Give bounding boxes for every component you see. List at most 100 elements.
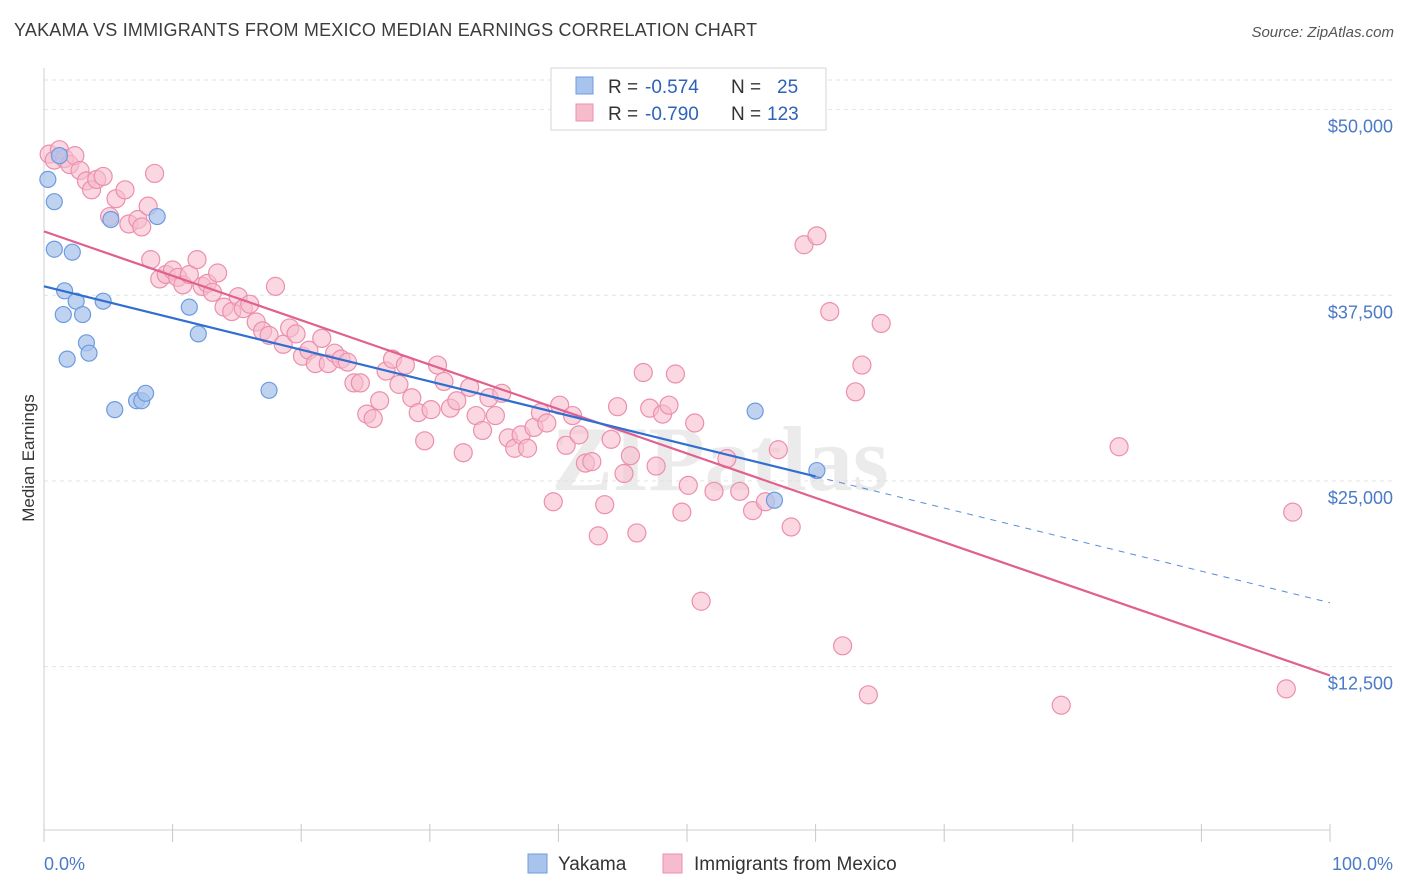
legend-swatch-yakama: [575, 76, 594, 95]
mexico-point-89: [588, 526, 608, 546]
mexico-point-86: [569, 425, 589, 445]
y-tick-label-3: $12,500: [1328, 674, 1393, 694]
yakama-point-6: [58, 350, 76, 368]
mexico-point-123: [1276, 679, 1296, 699]
yakama-point-20: [189, 325, 207, 343]
mexico-point-46: [312, 328, 332, 348]
mexico-point-35: [240, 294, 260, 314]
mexico-point-18: [144, 163, 165, 184]
yakama-points: [39, 147, 826, 509]
mexico-point-78: [517, 438, 538, 458]
yakama-point-9: [73, 305, 92, 324]
mexico-point-62: [415, 431, 435, 451]
mexico-point-105: [691, 591, 711, 611]
chart-source: Source: ZipAtlas.com: [1251, 24, 1394, 41]
series-legend: Yakama Immigrants from Mexico: [527, 853, 897, 875]
yakama-point-1: [45, 240, 63, 258]
chart-title: YAKAMA VS IMMIGRANTS FROM MEXICO MEDIAN …: [14, 20, 758, 40]
y-tick-label-1: $37,500: [1328, 302, 1393, 322]
mexico-point-101: [665, 364, 686, 384]
mexico-point-118: [852, 355, 872, 375]
series-legend-swatch-yakama: [527, 853, 548, 874]
yakama-point-0: [39, 170, 57, 189]
mexico-point-112: [781, 517, 801, 537]
y-tick-label-2: $25,000: [1328, 488, 1393, 508]
mexico-point-84: [556, 435, 576, 455]
mexico-point-52: [350, 373, 370, 393]
mexico-point-54: [363, 408, 383, 429]
mexico-point-106: [704, 481, 724, 501]
mexico-point-65: [434, 371, 454, 392]
yakama-point-2: [45, 193, 63, 211]
y-axis-label: Median Earnings: [19, 394, 38, 522]
yakama-point-22: [746, 402, 764, 420]
mexico-point-121: [1051, 695, 1071, 715]
yakama-point-17: [136, 384, 155, 402]
mexico-point-104: [685, 413, 705, 433]
legend-n-label-2: N =: [731, 104, 761, 125]
mexico-trend-line: [43, 230, 1331, 677]
grid-lines: [44, 79, 1392, 668]
mexico-point-111: [768, 440, 788, 460]
mexico-point-116: [833, 636, 853, 656]
legend-n-value-2: 123: [767, 104, 799, 125]
mexico-point-13: [115, 180, 135, 200]
mexico-point-114: [807, 226, 827, 246]
mexico-point-117: [845, 382, 866, 402]
mexico-point-93: [614, 463, 634, 484]
mexico-point-63: [421, 400, 441, 420]
legend-swatch-mexico: [575, 103, 594, 122]
mexico-point-88: [582, 452, 602, 472]
mexico-point-30: [208, 263, 228, 283]
yakama-point-11: [80, 344, 98, 362]
yakama-point-19: [180, 298, 198, 316]
mexico-point-92: [607, 397, 628, 417]
mexico-point-90: [595, 495, 615, 515]
x-tick-labels: 0.0% 100.0%: [43, 824, 1393, 874]
yakama-point-23: [765, 491, 784, 509]
mexico-point-67: [447, 391, 467, 411]
mexico-point-26: [187, 250, 207, 270]
mexico-point-94: [620, 446, 641, 466]
mexico-point-58: [389, 374, 409, 394]
mexico-point-120: [871, 313, 891, 334]
y-tick-label-0: $50,000: [1328, 117, 1393, 137]
legend-n-value-1: 25: [777, 77, 798, 98]
mexico-point-95: [627, 523, 647, 543]
mexico-point-100: [659, 395, 679, 415]
mexico-point-119: [858, 685, 878, 705]
mexico-point-55: [370, 391, 390, 411]
y-tick-labels: $50,000 $37,500 $25,000 $12,500: [1328, 117, 1393, 694]
yakama-point-4: [54, 305, 72, 324]
mexico-point-81: [537, 413, 557, 433]
correlation-legend: R = -0.574 N = 25 R = -0.790 N = 123: [550, 67, 827, 131]
legend-r-value-1: -0.574: [645, 77, 699, 98]
trend-lines: [43, 230, 1331, 677]
mexico-point-108: [730, 481, 750, 501]
series-legend-label-mexico: Immigrants from Mexico: [694, 854, 897, 875]
mexico-point-115: [820, 302, 840, 322]
mexico-point-98: [646, 456, 666, 476]
legend-r-value-2: -0.790: [645, 104, 699, 125]
mexico-point-73: [485, 405, 505, 426]
x-tick-label-1: 100.0%: [1332, 854, 1393, 874]
mexico-point-82: [543, 492, 563, 512]
mexico-point-42: [286, 324, 306, 344]
yakama-trend-line: [43, 285, 816, 478]
mexico-point-96: [633, 362, 653, 383]
x-tick-label-0: 0.0%: [44, 854, 85, 874]
yakama-point-7: [63, 243, 81, 261]
mexico-point-71: [472, 420, 493, 441]
mexico-point-39: [265, 276, 286, 296]
yakama-point-12: [102, 210, 120, 229]
mexico-point-124: [1283, 502, 1303, 522]
mexico-point-16: [132, 217, 152, 237]
legend-n-label-1: N =: [731, 77, 761, 98]
yakama-point-21: [260, 381, 278, 399]
yakama-point-18: [148, 207, 166, 226]
mexico-point-91: [601, 429, 621, 449]
yakama-point-14: [106, 401, 124, 419]
series-legend-label-yakama: Yakama: [558, 854, 627, 875]
series-legend-swatch-mexico: [662, 853, 683, 874]
